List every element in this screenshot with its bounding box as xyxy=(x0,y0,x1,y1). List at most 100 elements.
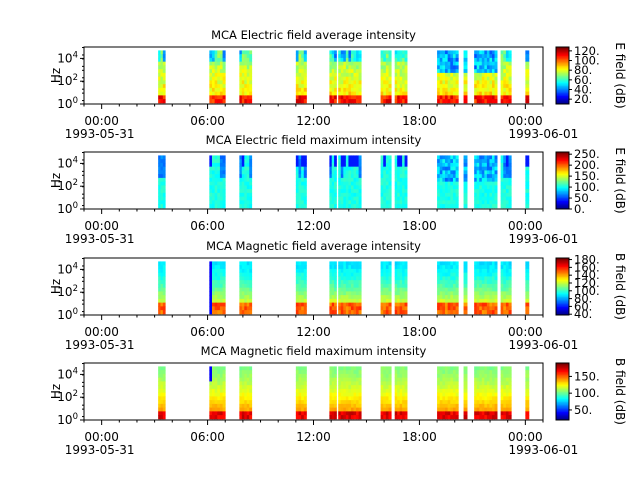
data-block xyxy=(158,366,166,420)
data-block xyxy=(329,261,337,315)
data-block xyxy=(239,261,253,315)
x-date-label: 1993-05-31 xyxy=(65,127,135,141)
x-date-label: 1993-05-31 xyxy=(65,443,135,457)
y-tick-label: 102 xyxy=(57,389,78,404)
y-axis-label: Hz xyxy=(49,384,63,399)
y-tick-label: 104 xyxy=(57,50,78,65)
data-block xyxy=(474,50,498,104)
data-block xyxy=(209,261,226,315)
data-block xyxy=(525,50,530,104)
panel-title: MCA Magnetic field maximum intensity xyxy=(201,344,427,358)
data-block xyxy=(329,155,337,209)
data-block xyxy=(394,261,408,315)
data-block xyxy=(380,155,392,209)
colorbar-frame xyxy=(555,257,570,316)
colorbar-tick-label: 50. xyxy=(574,191,592,205)
data-block xyxy=(500,366,512,420)
x-date-label: 1993-06-01 xyxy=(508,443,578,457)
colorbar-tick-label: 100. xyxy=(574,54,600,68)
y-tick-label: 104 xyxy=(57,366,78,381)
data-block xyxy=(525,366,530,420)
data-block xyxy=(295,50,307,104)
data-block xyxy=(525,261,530,315)
colorbar-tick-label: 120. xyxy=(574,276,600,290)
colorbar-label: E field (dB) xyxy=(613,147,627,213)
y-tick-label: 100 xyxy=(57,307,78,322)
y-axis-label: Hz xyxy=(49,68,63,83)
colorbar-tick-label: 80. xyxy=(574,292,592,306)
colorbar-tick-label: 80. xyxy=(574,63,592,77)
y-axis-label: Hz xyxy=(49,279,63,294)
data-block xyxy=(209,366,226,420)
data-block xyxy=(338,50,362,104)
data-block xyxy=(394,366,408,420)
colorbar-tick-label: 100. xyxy=(574,180,600,194)
panel-1: MCA Electric field average intensity 100 1… xyxy=(49,28,627,141)
y-tick-label: 102 xyxy=(57,178,78,193)
data-block xyxy=(295,155,307,209)
data-block xyxy=(437,366,459,420)
data-block xyxy=(295,366,307,420)
data-block xyxy=(474,261,498,315)
data-block xyxy=(394,155,408,209)
data-block xyxy=(158,50,166,104)
y-tick-label: 100 xyxy=(57,96,78,111)
data-block xyxy=(474,366,498,420)
x-tick-label: 06:00 xyxy=(190,114,225,128)
colorbar-label: B field (dB) xyxy=(613,358,627,425)
colorbar: 20.40.60.80.100.120. E field (dB) xyxy=(555,42,627,109)
x-tick-label: 18:00 xyxy=(402,114,437,128)
data-block xyxy=(329,366,337,420)
colorbar-tick-label: 120. xyxy=(574,44,600,58)
colorbar-tick-label: 180. xyxy=(574,253,600,267)
data-block xyxy=(158,261,166,315)
data-block xyxy=(525,155,530,209)
data-block xyxy=(295,261,307,315)
data-block xyxy=(380,261,392,315)
data-block xyxy=(500,155,512,209)
data-block xyxy=(463,155,468,209)
colorbar-frame xyxy=(555,46,570,105)
y-axis-label: Hz xyxy=(49,173,63,188)
colorbar: 50. 100. 150. B field (dB) xyxy=(555,358,627,425)
data-block xyxy=(463,366,468,420)
panel-title: MCA Magnetic field average intensity xyxy=(206,239,421,253)
x-tick-label: 00:00 xyxy=(84,219,119,233)
colorbar-tick-label: 100. xyxy=(574,284,600,298)
data-block xyxy=(380,366,392,420)
data-block xyxy=(239,50,253,104)
data-block xyxy=(209,50,226,104)
x-tick-label: 00:00 xyxy=(508,325,543,339)
x-tick-label: 06:00 xyxy=(190,430,225,444)
data-block xyxy=(329,50,337,104)
colorbar-tick-label: 250. xyxy=(574,147,600,161)
panel-title: MCA Electric field maximum intensity xyxy=(206,133,422,147)
data-block xyxy=(158,155,166,209)
colorbar-label: B field (dB) xyxy=(613,253,627,320)
colorbar-tick-label: 50. xyxy=(574,403,592,417)
x-tick-label: 12:00 xyxy=(296,430,331,444)
x-tick-label: 06:00 xyxy=(190,219,225,233)
data-block xyxy=(437,50,459,104)
colorbar-tick-label: 150. xyxy=(574,169,600,183)
colorbar-tick-label: 20. xyxy=(574,92,592,106)
colorbar: 0.50.100.150.200.250. E field (dB) xyxy=(555,147,627,216)
colorbar: 40.60.80.100.120.140.160.180. B field (dB… xyxy=(555,253,627,321)
colorbar-tick-label: 60. xyxy=(574,299,592,313)
x-tick-label: 18:00 xyxy=(402,219,437,233)
panel-3: MCA Magnetic field average intensity 100 1… xyxy=(49,239,627,352)
data-block xyxy=(437,155,459,209)
x-tick-label: 06:00 xyxy=(190,325,225,339)
colorbar-tick-label: 0. xyxy=(574,202,585,216)
x-tick-label: 18:00 xyxy=(402,325,437,339)
colorbar-tick-label: 60. xyxy=(574,73,592,87)
x-tick-label: 12:00 xyxy=(296,325,331,339)
panel-2: MCA Electric field maximum intensity 100 1… xyxy=(49,133,627,246)
colorbar-frame xyxy=(555,151,570,210)
colorbar-label: E field (dB) xyxy=(613,42,627,108)
x-date-label: 1993-06-01 xyxy=(508,338,578,352)
x-date-label: 1993-05-31 xyxy=(65,338,135,352)
colorbar-tick-label: 40. xyxy=(574,83,592,97)
data-block xyxy=(437,261,459,315)
